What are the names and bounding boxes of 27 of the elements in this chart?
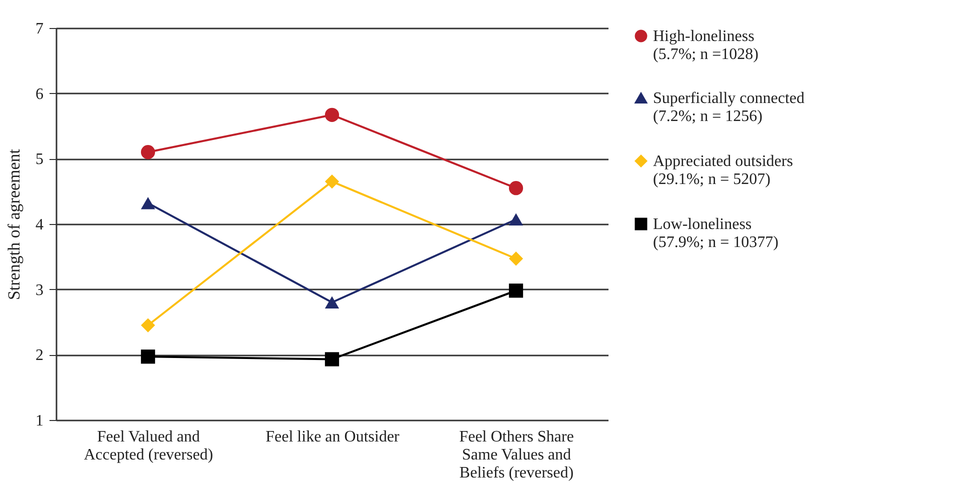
point — [140, 318, 156, 332]
y-tick-label: 4 — [36, 216, 44, 234]
legend-label: High-loneliness (5.7%; n =1028) — [653, 28, 758, 63]
y-tick-label: 7 — [36, 20, 44, 38]
point — [324, 352, 340, 366]
point — [140, 350, 156, 364]
x-tick-label: Feel Others Share Same Values and Beliefs (reversed) — [459, 428, 574, 482]
point — [324, 174, 340, 189]
point — [324, 296, 340, 309]
point — [324, 108, 340, 122]
x-tick-label: Feel Valued and Accepted (reversed) — [84, 428, 214, 464]
point — [140, 196, 156, 210]
point — [140, 145, 156, 160]
legend-label: Superficially connected (7.2%; n = 1256) — [653, 90, 804, 125]
point — [508, 181, 524, 196]
y-tick-label: 3 — [36, 282, 44, 299]
legend-label: Low-loneliness (57.9%; n = 10377) — [653, 216, 778, 251]
y-axis-title: Strength of agreement — [4, 148, 24, 300]
point — [508, 284, 524, 298]
point — [508, 252, 524, 266]
y-tick-label: 6 — [36, 86, 44, 103]
legend-label: Appreciated outsiders (29.1%; n = 5207) — [653, 153, 793, 188]
y-tick-label: 5 — [36, 151, 44, 168]
x-tick-label: Feel like an Outsider — [266, 428, 400, 446]
point — [508, 213, 524, 226]
y-tick-label: 2 — [36, 347, 44, 364]
y-tick-label: 1 — [36, 412, 44, 430]
